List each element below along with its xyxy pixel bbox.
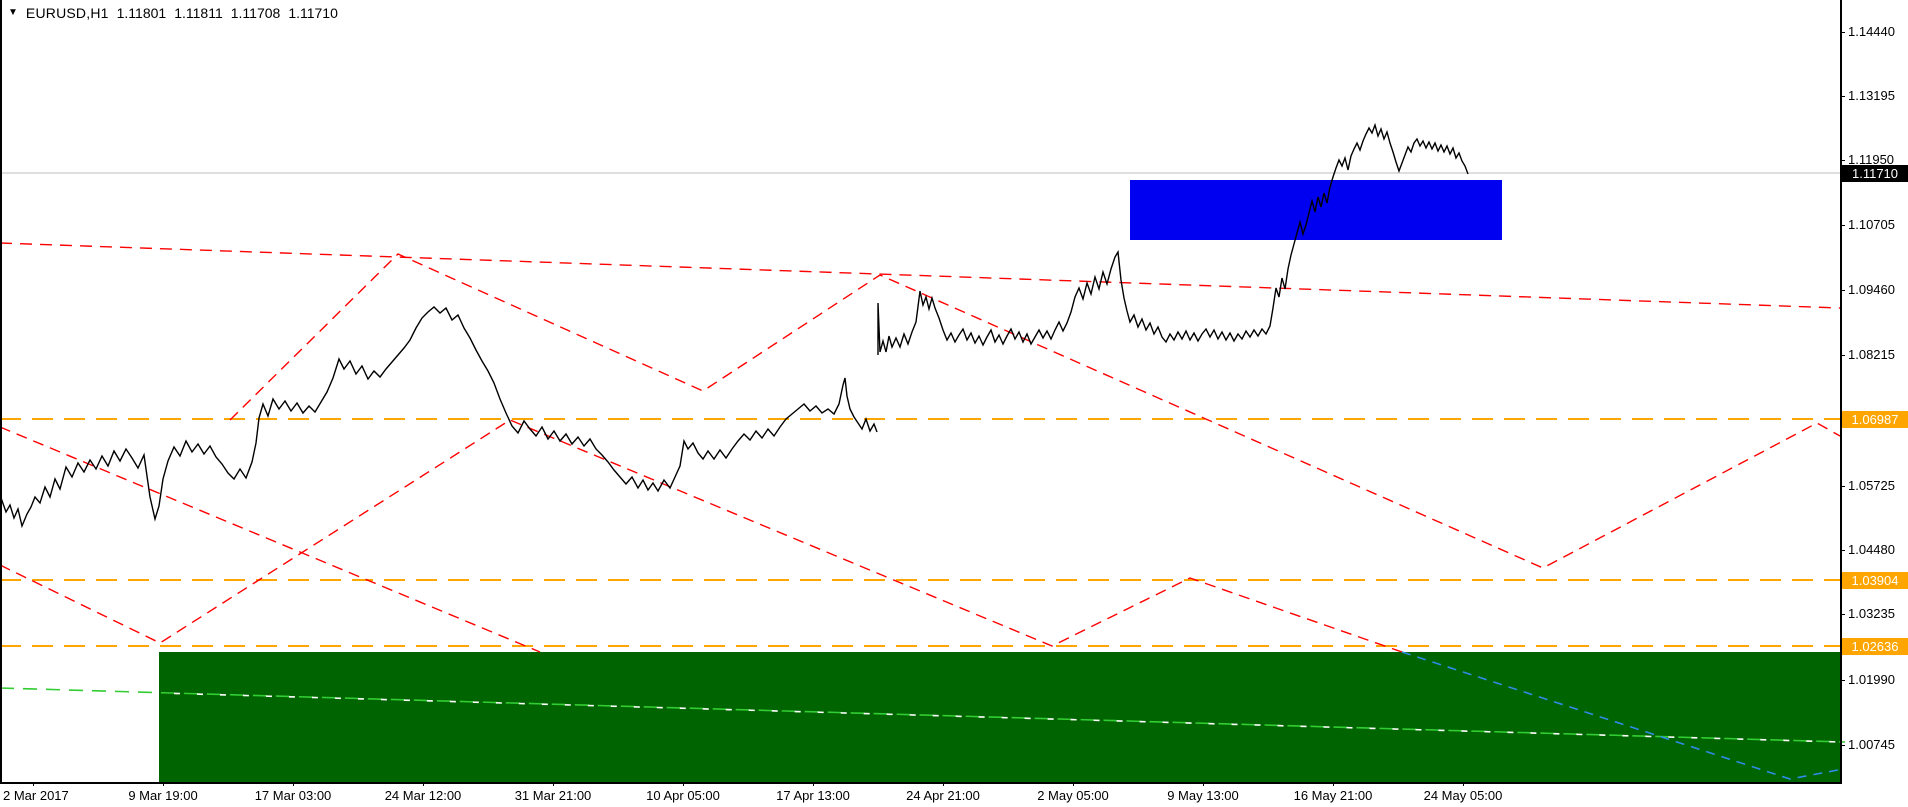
ohlc-close: 1.11710 — [288, 5, 338, 21]
price-tick-mark — [1840, 290, 1845, 291]
time-tick-mark — [683, 782, 684, 786]
time-tick-label: 9 May 13:00 — [1167, 788, 1239, 803]
price-tick-label: 1.14440 — [1848, 24, 1895, 39]
time-tick-mark — [553, 782, 554, 786]
red-trendline-long[interactable] — [0, 242, 1841, 309]
price-tick-label: 1.00745 — [1848, 737, 1895, 752]
time-tick-mark — [293, 782, 294, 786]
time-tick-mark — [1073, 782, 1074, 786]
symbol-timeframe: EURUSD,H1 — [25, 5, 109, 21]
time-tick-label: 2 Mar 2017 — [3, 788, 69, 803]
price-tick-label: 1.11950 — [1848, 152, 1895, 167]
price-tick-label: 1.08215 — [1848, 347, 1895, 362]
blue-dashed-trendline[interactable] — [1401, 651, 1839, 780]
time-tick-label: 17 Apr 13:00 — [776, 788, 850, 803]
chart-left-border — [0, 0, 2, 783]
time-tick-mark — [1333, 782, 1334, 786]
time-tick-mark — [423, 782, 424, 786]
price-axis-line — [1840, 0, 1842, 783]
time-axis-line — [0, 782, 1842, 784]
price-tick-mark — [1840, 225, 1845, 226]
price-tick-label: 1.04480 — [1848, 542, 1895, 557]
chart-title: ▼ EURUSD,H1 1.11801 1.11811 1.11708 1.11… — [8, 5, 338, 21]
price-series-segment-1 — [0, 306, 878, 529]
time-tick-mark — [813, 782, 814, 786]
ohlc-low: 1.11708 — [230, 5, 281, 21]
red-zigzag-upper[interactable] — [229, 253, 1841, 569]
time-tick-label: 2 May 05:00 — [1037, 788, 1109, 803]
price-tick-mark — [1840, 160, 1845, 161]
price-tick-mark — [1840, 355, 1845, 356]
current-price-label: 1.11710 — [1842, 165, 1908, 182]
price-tick-mark — [1840, 550, 1845, 551]
time-tick-label: 31 Mar 21:00 — [514, 788, 592, 803]
ohlc-open: 1.11801 — [116, 5, 167, 21]
level-price-label: 1.06987 — [1842, 411, 1908, 428]
time-tick-label: 9 Mar 19:00 — [128, 788, 198, 803]
time-tick-label: 10 Apr 05:00 — [646, 788, 720, 803]
time-tick-mark — [1203, 782, 1204, 786]
time-tick-mark — [1463, 782, 1464, 786]
time-tick-mark — [33, 782, 34, 786]
time-tick-label: 24 Apr 21:00 — [906, 788, 980, 803]
time-tick-label: 24 May 05:00 — [1423, 788, 1503, 803]
green-dashed-trendline[interactable] — [0, 687, 1846, 743]
price-tick-mark — [1840, 614, 1845, 615]
red-diagonal-left[interactable] — [0, 426, 541, 653]
price-tick-mark — [1840, 745, 1845, 746]
red-zigzag-lower[interactable] — [0, 419, 1403, 653]
price-series-segment-2 — [877, 122, 1469, 355]
price-tick-mark — [1840, 96, 1845, 97]
price-tick-mark — [1840, 680, 1845, 681]
price-tick-label: 1.13195 — [1848, 88, 1895, 103]
time-tick-label: 17 Mar 03:00 — [254, 788, 332, 803]
price-tick-mark — [1840, 32, 1845, 33]
time-tick-mark — [163, 782, 164, 786]
time-tick-mark — [943, 782, 944, 786]
ohlc-high: 1.11811 — [174, 5, 223, 21]
time-tick-label: 16 May 21:00 — [1293, 788, 1373, 803]
price-tick-mark — [1840, 486, 1845, 487]
level-price-label: 1.03904 — [1842, 572, 1908, 589]
level-price-label: 1.02636 — [1842, 638, 1908, 655]
price-tick-label: 1.01990 — [1848, 672, 1895, 687]
time-tick-label: 24 Mar 12:00 — [384, 788, 462, 803]
price-tick-label: 1.09460 — [1848, 282, 1895, 297]
symbol-marker-icon[interactable]: ▼ — [8, 7, 18, 18]
price-tick-label: 1.03235 — [1848, 606, 1895, 621]
price-tick-label: 1.05725 — [1848, 478, 1895, 493]
price-tick-label: 1.10705 — [1848, 217, 1895, 232]
